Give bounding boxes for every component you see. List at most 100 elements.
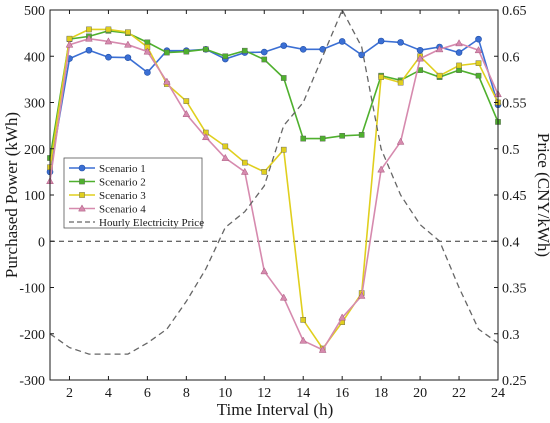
point-scenario-3 (397, 79, 404, 86)
point-scenario-1 (475, 35, 482, 43)
y2-tick-label: 0.5 (502, 143, 520, 158)
point-scenario-1 (397, 39, 404, 46)
point-scenario-4 (182, 109, 191, 117)
series-layer (46, 8, 502, 355)
legend-label-scenario-1: Scenario 1 (99, 163, 146, 175)
point-scenario-4 (65, 40, 74, 48)
point-scenario-2 (358, 132, 365, 138)
point-scenario-3 (436, 72, 443, 79)
y2-tick-label: 0.65 (502, 4, 527, 19)
line-hourly-electricity-price (49, 8, 499, 355)
point-legend-scenario-2 (79, 178, 85, 185)
point-scenario-2 (456, 67, 462, 73)
legend-label-scenario-3: Scenario 3 (99, 190, 146, 202)
x-axis-label: Time Interval (h) (217, 400, 333, 419)
point-scenario-2 (300, 135, 307, 142)
x-tick-label: 24 (491, 386, 505, 401)
point-scenario-4 (474, 46, 483, 54)
point-scenario-2 (183, 48, 190, 55)
point-scenario-2 (164, 49, 170, 56)
legend-label-hourly-electricity-price: Hourly Electricity Price (99, 217, 204, 229)
point-scenario-1 (338, 38, 346, 45)
point-scenario-3 (105, 26, 112, 33)
point-scenario-3 (183, 98, 190, 104)
point-scenario-4 (260, 267, 269, 275)
point-scenario-1 (85, 46, 93, 54)
point-scenario-4 (377, 165, 385, 173)
point-scenario-1 (377, 37, 385, 45)
line-scenario-2 (49, 29, 499, 159)
y2-axis-label: Price (CNY/kWh) (534, 133, 550, 257)
point-legend-scenario-4 (78, 204, 86, 212)
point-scenario-2 (339, 132, 345, 139)
y-tick-label: -100 (19, 282, 45, 297)
point-scenario-3 (475, 60, 482, 66)
x-tick-label: 14 (296, 386, 310, 401)
x-tick-label: 2 (66, 386, 73, 401)
point-scenario-1 (124, 54, 132, 61)
y2-tick-label: 0.35 (502, 282, 527, 297)
point-scenario-4 (299, 336, 308, 344)
point-scenario-3 (300, 317, 307, 323)
x-tick-label: 10 (218, 386, 232, 401)
point-scenario-1 (299, 46, 307, 53)
point-scenario-2 (203, 46, 209, 53)
y2-tick-label: 0.6 (502, 50, 520, 65)
point-scenario-3 (222, 143, 229, 150)
y-tick-label: -200 (19, 328, 45, 343)
point-scenario-2 (319, 135, 326, 142)
point-scenario-3 (86, 26, 92, 33)
x-tick-label: 22 (452, 386, 466, 401)
y-tick-label: -300 (19, 374, 45, 389)
point-scenario-1 (416, 46, 424, 54)
x-tick-label: 8 (183, 386, 190, 401)
x-tick-label: 6 (144, 386, 151, 401)
x-tick-label: 16 (335, 386, 349, 401)
y-tick-label: 100 (24, 189, 45, 204)
y-tick-label: 400 (24, 50, 45, 65)
point-scenario-3 (66, 35, 73, 42)
y-tick-label: 200 (24, 143, 45, 158)
point-scenario-4 (435, 45, 444, 53)
point-legend-scenario-3 (79, 192, 85, 198)
point-scenario-4 (163, 77, 171, 85)
point-scenario-4 (338, 313, 346, 321)
point-scenario-1 (105, 53, 112, 61)
point-scenario-1 (280, 42, 288, 49)
line-scenario-4 (49, 37, 499, 351)
line-scenario-3 (49, 28, 499, 350)
y2-tick-label: 0.4 (502, 235, 520, 250)
legend-label-scenario-4: Scenario 4 (99, 204, 146, 216)
point-scenario-4 (124, 40, 132, 48)
tick-layer: 2 4 6 8 10 12 14 16 18 20 22 24-300-200-10001002003… (19, 4, 526, 401)
point-scenario-3 (378, 74, 384, 80)
point-scenario-2 (222, 53, 229, 60)
point-scenario-4 (240, 167, 249, 175)
y2-tick-label: 0.3 (502, 328, 520, 343)
point-scenario-4 (357, 291, 366, 299)
point-scenario-1 (358, 51, 365, 59)
point-scenario-4 (221, 153, 230, 161)
point-scenario-3 (125, 29, 131, 36)
point-scenario-2 (241, 47, 248, 54)
series-hourly-electricity-price (49, 8, 499, 355)
point-scenario-3 (280, 146, 287, 153)
y-tick-label: 500 (24, 4, 45, 19)
point-scenario-2 (144, 39, 151, 46)
point-scenario-2 (475, 72, 482, 79)
point-scenario-4 (318, 345, 327, 353)
point-scenario-1 (144, 69, 151, 76)
point-scenario-2 (280, 75, 287, 81)
point-scenario-4 (455, 39, 463, 47)
point-scenario-4 (85, 34, 93, 42)
y-tick-label: 0 (38, 235, 45, 250)
y-axis-label: Purchased Power (kWh) (2, 112, 21, 278)
y-tick-label: 300 (24, 97, 45, 112)
y2-tick-label: 0.25 (502, 374, 527, 389)
point-scenario-3 (261, 169, 268, 175)
point-scenario-4 (143, 47, 152, 55)
point-scenario-4 (416, 54, 424, 62)
point-scenario-4 (279, 293, 288, 301)
